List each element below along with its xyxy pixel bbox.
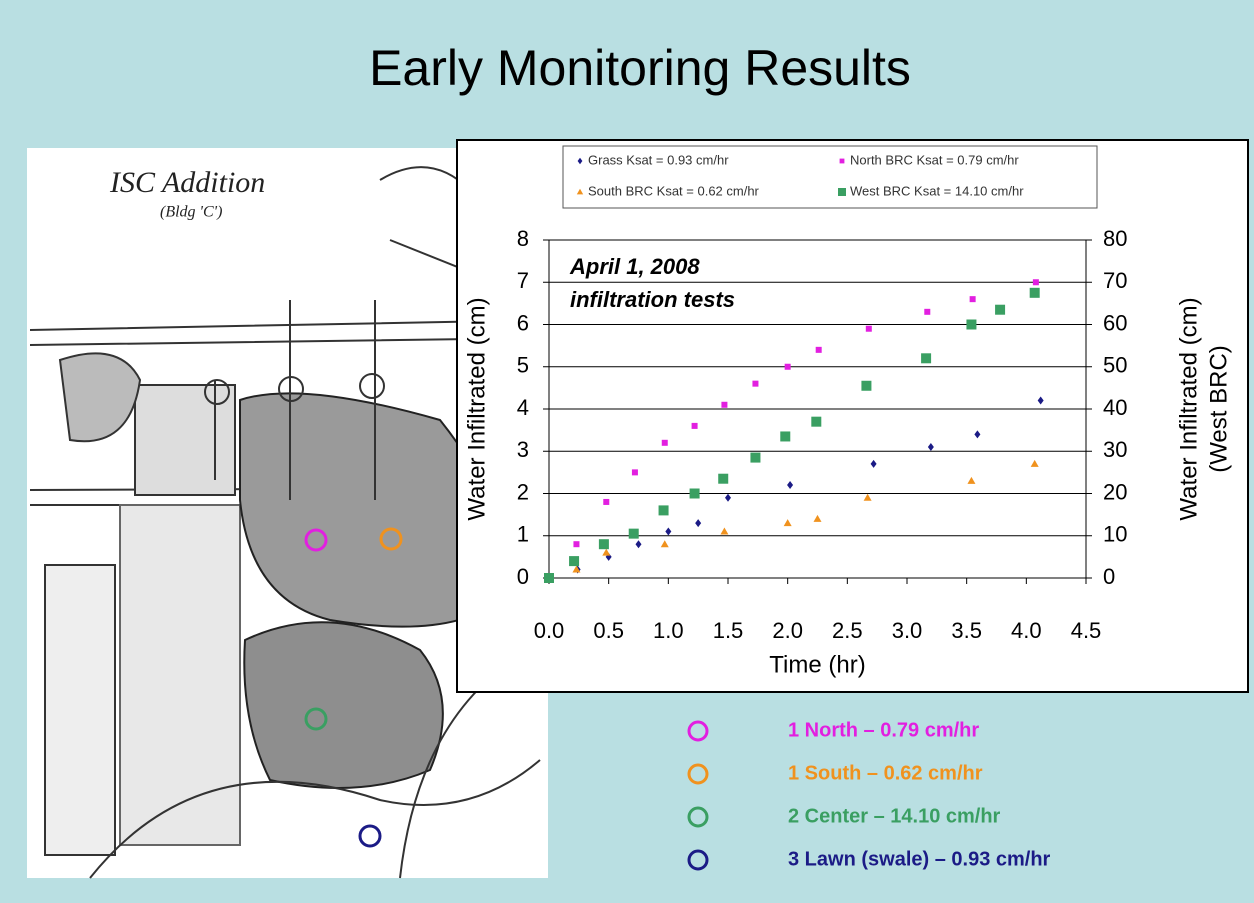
y2-tick-label: 60 — [1103, 310, 1127, 335]
x-tick-label: 3.5 — [951, 618, 982, 643]
y2-axis-label: Water Infiltrated (cm) — [1175, 297, 1202, 520]
data-point — [690, 489, 700, 499]
y-tick-label: 4 — [517, 395, 529, 420]
site-legend-label: 3 Lawn (swale) – 0.93 cm/hr — [788, 848, 1051, 870]
site-legend-marker — [689, 808, 707, 826]
data-point — [692, 423, 698, 429]
y-tick-label: 7 — [517, 268, 529, 293]
sketch-note: ISC Addition — [109, 166, 265, 199]
y2-tick-label: 70 — [1103, 268, 1127, 293]
x-tick-label: 0.0 — [534, 618, 565, 643]
y-tick-label: 0 — [517, 564, 529, 589]
y-tick-label: 5 — [517, 353, 529, 378]
y2-tick-label: 20 — [1103, 479, 1127, 504]
data-point — [603, 499, 609, 505]
x-tick-label: 0.5 — [593, 618, 624, 643]
data-point — [721, 402, 727, 408]
annotation: April 1, 2008 — [569, 254, 700, 279]
legend-marker — [840, 159, 845, 164]
x-tick-label: 4.5 — [1071, 618, 1102, 643]
x-tick-label: 4.0 — [1011, 618, 1042, 643]
y2-tick-label: 0 — [1103, 564, 1115, 589]
x-axis-label: Time (hr) — [769, 651, 865, 678]
data-point — [785, 364, 791, 370]
data-point — [924, 309, 930, 315]
legend-label: West BRC Ksat = 14.10 cm/hr — [850, 183, 1024, 198]
y-tick-label: 2 — [517, 479, 529, 504]
x-tick-label: 1.5 — [713, 618, 744, 643]
data-point — [995, 305, 1005, 315]
data-point — [632, 469, 638, 475]
y2-tick-label: 80 — [1103, 226, 1127, 251]
x-tick-label: 2.5 — [832, 618, 863, 643]
data-point — [780, 431, 790, 441]
data-point — [750, 453, 760, 463]
y-axis-label: Water Infiltrated (cm) — [463, 297, 490, 520]
slide: {"title": "Early Monitoring Results", "s… — [0, 0, 1254, 903]
x-tick-label: 3.0 — [892, 618, 923, 643]
y2-tick-label: 50 — [1103, 353, 1127, 378]
data-point — [970, 296, 976, 302]
x-tick-label: 1.0 — [653, 618, 684, 643]
data-point — [966, 320, 976, 330]
legend-label: North BRC Ksat = 0.79 cm/hr — [850, 152, 1019, 167]
y2-axis-label: (West BRC) — [1205, 345, 1232, 473]
x-tick-label: 2.0 — [772, 618, 803, 643]
data-point — [569, 556, 579, 566]
site-legend-label: 1 North – 0.79 cm/hr — [788, 719, 979, 741]
site-legend-marker — [689, 851, 707, 869]
y-tick-label: 1 — [517, 522, 529, 547]
y2-tick-label: 30 — [1103, 437, 1127, 462]
chart-frame — [457, 140, 1248, 692]
slide-canvas: Early Monitoring Results ISC Addition (B… — [0, 0, 1254, 903]
y2-tick-label: 40 — [1103, 395, 1127, 420]
y-tick-label: 6 — [517, 310, 529, 335]
slide-title: Early Monitoring Results — [369, 40, 911, 96]
legend-label: Grass Ksat = 0.93 cm/hr — [588, 152, 729, 167]
data-point — [861, 381, 871, 391]
data-point — [921, 353, 931, 363]
data-point — [599, 539, 609, 549]
data-point — [629, 529, 639, 539]
sketch-note: (Bldg 'C') — [160, 204, 222, 221]
site-legend-label: 2 Center – 14.10 cm/hr — [788, 805, 1001, 827]
data-point — [544, 573, 554, 583]
data-point — [573, 541, 579, 547]
data-point — [752, 381, 758, 387]
site-legend-label: 1 South – 0.62 cm/hr — [788, 762, 983, 784]
y-tick-label: 3 — [517, 437, 529, 462]
data-point — [662, 440, 668, 446]
data-point — [1033, 279, 1039, 285]
data-point — [659, 505, 669, 515]
site-legend-marker — [689, 765, 707, 783]
data-point — [811, 417, 821, 427]
y2-tick-label: 10 — [1103, 522, 1127, 547]
y-tick-label: 8 — [517, 226, 529, 251]
legend-label: South BRC Ksat = 0.62 cm/hr — [588, 183, 760, 198]
site-legend: 1 North – 0.79 cm/hr 1 South – 0.62 cm/hr… — [689, 719, 1051, 870]
data-point — [718, 474, 728, 484]
data-point — [1030, 288, 1040, 298]
data-point — [866, 326, 872, 332]
site-legend-marker — [689, 722, 707, 740]
legend-marker — [838, 188, 846, 196]
annotation: infiltration tests — [570, 287, 735, 312]
data-point — [816, 347, 822, 353]
